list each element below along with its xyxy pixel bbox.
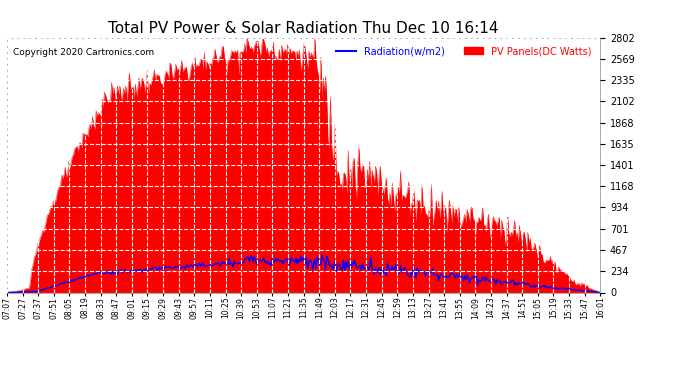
Text: Copyright 2020 Cartronics.com: Copyright 2020 Cartronics.com: [13, 48, 154, 57]
Title: Total PV Power & Solar Radiation Thu Dec 10 16:14: Total PV Power & Solar Radiation Thu Dec…: [108, 21, 499, 36]
Legend: Radiation(w/m2), PV Panels(DC Watts): Radiation(w/m2), PV Panels(DC Watts): [333, 42, 595, 60]
